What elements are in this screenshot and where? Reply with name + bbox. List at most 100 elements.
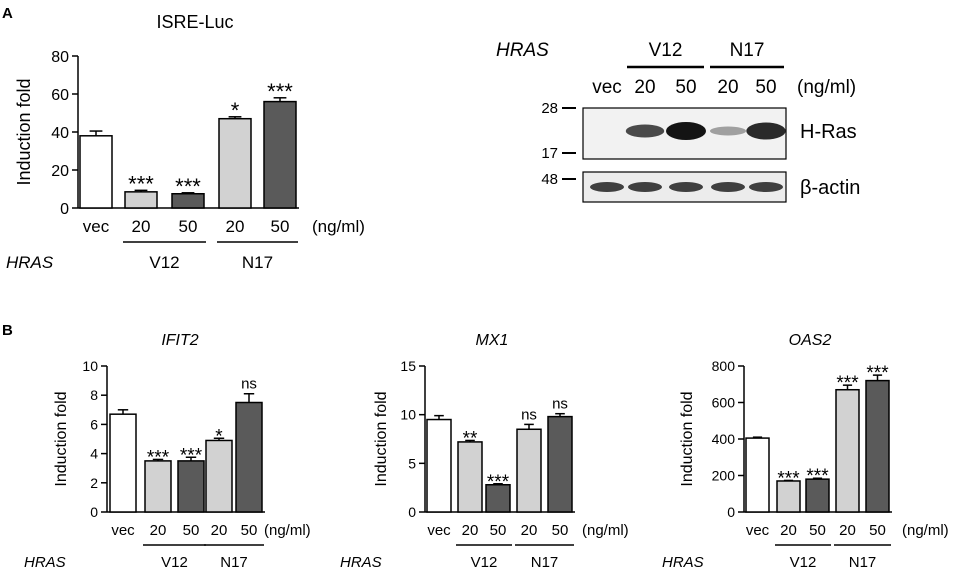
significance-label: *** <box>487 472 510 493</box>
y-tick-label: 0 <box>90 504 98 520</box>
bar-2 <box>485 483 511 513</box>
y-axis-label: Induction fold <box>14 78 34 185</box>
blot-factor-label: HRAS <box>496 40 549 61</box>
bar-0 <box>79 135 113 209</box>
x-tick-label: 20 <box>839 522 856 539</box>
x-tick-label: vec <box>83 217 110 236</box>
blot-group-label: V12 <box>649 40 683 61</box>
factor-label: HRAS <box>662 554 704 571</box>
chart-title: IFIT2 <box>161 332 198 349</box>
y-tick-label: 10 <box>400 407 416 423</box>
x-tick-label: 20 <box>211 522 228 539</box>
group-label: V12 <box>471 554 498 571</box>
significance-label: *** <box>866 363 889 384</box>
factor-label: HRAS <box>6 253 54 272</box>
x-tick-label: vec <box>746 522 770 539</box>
band <box>628 182 662 192</box>
x-tick-label: 50 <box>241 522 258 539</box>
x-tick-label: 20 <box>132 217 151 236</box>
lane-label: 20 <box>634 77 655 98</box>
group-label: V12 <box>790 554 817 571</box>
y-tick-label: 4 <box>90 446 98 462</box>
unit-label: (ng/ml) <box>582 522 629 539</box>
bar-0 <box>426 418 452 513</box>
unit-label: (ng/ml) <box>312 217 365 236</box>
bar-4 <box>547 415 573 513</box>
significance-label: * <box>215 426 223 447</box>
x-tick-label: 20 <box>226 217 245 236</box>
chart-title: MX1 <box>476 332 509 349</box>
y-tick-label: 200 <box>712 468 736 484</box>
y-tick-label: 600 <box>712 395 736 411</box>
bar-4 <box>235 401 263 513</box>
band <box>669 182 703 192</box>
band <box>749 182 783 192</box>
marker-label: 28 <box>541 100 558 117</box>
y-axis-label: Induction fold <box>679 391 696 486</box>
unit-label: (ng/ml) <box>902 522 949 539</box>
band-label: H-Ras <box>800 121 857 143</box>
significance-label: *** <box>147 447 170 468</box>
panel-label-a: A <box>2 5 13 22</box>
y-tick-label: 40 <box>51 125 69 142</box>
y-tick-label: 15 <box>400 358 416 374</box>
group-label: N17 <box>220 554 248 571</box>
x-tick-label: 20 <box>462 522 479 539</box>
significance-label: *** <box>128 171 154 196</box>
blot-group-label: N17 <box>730 40 765 61</box>
y-tick-label: 20 <box>51 163 69 180</box>
group-label: N17 <box>849 554 877 571</box>
chart-isre-luc: ISRE-Luc Induction fold 0 20 40 60 80 vec *** 20 *… <box>6 12 365 272</box>
y-tick-label: 60 <box>51 87 69 104</box>
significance-label: *** <box>175 174 201 199</box>
significance-label: *** <box>267 79 293 104</box>
x-tick-label: vec <box>111 522 135 539</box>
y-tick-label: 800 <box>712 358 736 374</box>
band <box>746 122 786 140</box>
y-tick-label: 80 <box>51 49 69 66</box>
x-tick-label: 20 <box>521 522 538 539</box>
band <box>709 126 747 136</box>
group-label: V12 <box>161 554 188 571</box>
y-tick-label: 10 <box>82 358 98 374</box>
y-tick-label: 0 <box>60 201 69 218</box>
western-blot: HRAS V12 N17 vec 20 50 20 50 (ng/ml) 28 17 48 H-Ras β… <box>496 40 860 203</box>
x-tick-label: 50 <box>869 522 886 539</box>
bar-4 <box>263 100 297 209</box>
significance-label: *** <box>777 468 800 489</box>
group-label: N17 <box>242 253 273 272</box>
x-tick-label: 50 <box>809 522 826 539</box>
chart-ifit2: IFIT2 Induction fold 0 2 4 6 8 10 vec *** 20 *** 50 *… <box>24 332 311 571</box>
significance-label: *** <box>180 445 203 466</box>
chart-mx1: MX1 Induction fold 0 5 10 15 vec ** 20 *** 50 ns 20 n… <box>340 332 629 571</box>
y-tick-label: 400 <box>712 431 736 447</box>
x-tick-label: 20 <box>150 522 167 539</box>
factor-label: HRAS <box>340 554 382 571</box>
y-tick-label: 5 <box>408 455 416 471</box>
group-label: N17 <box>531 554 559 571</box>
blot-unit-label: (ng/ml) <box>797 77 856 98</box>
significance-label: ** <box>463 428 478 449</box>
y-tick-label: 6 <box>90 416 98 432</box>
bar-3 <box>516 428 542 513</box>
chart-title: ISRE-Luc <box>156 12 233 32</box>
x-tick-label: 50 <box>183 522 200 539</box>
bar-4 <box>865 379 890 513</box>
bar-0 <box>745 437 770 513</box>
y-axis-label: Induction fold <box>53 391 70 486</box>
band <box>625 124 665 138</box>
bar-3 <box>835 388 860 513</box>
factor-label: HRAS <box>24 554 66 571</box>
bar-3 <box>205 439 233 513</box>
unit-label: (ng/ml) <box>264 522 311 539</box>
x-tick-label: 50 <box>271 217 290 236</box>
x-tick-label: 20 <box>780 522 797 539</box>
lane-label: 50 <box>755 77 776 98</box>
significance-label: ns <box>241 376 257 393</box>
panel-label-b: B <box>2 322 13 339</box>
bar-0 <box>109 413 137 513</box>
y-tick-label: 0 <box>408 504 416 520</box>
significance-label: *** <box>806 466 829 487</box>
bar-2 <box>177 460 205 513</box>
